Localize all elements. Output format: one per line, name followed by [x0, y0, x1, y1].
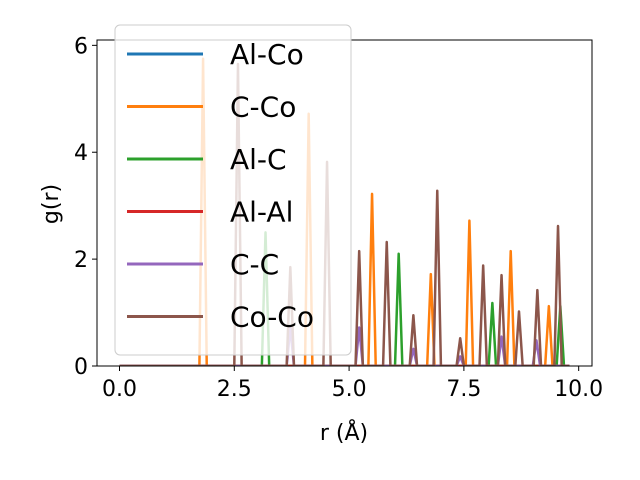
legend-label: Al-Co [230, 38, 304, 71]
legend-label: C-Co [230, 91, 296, 124]
legend: Al-Co C-Co Al-C Al-Al C-C Co-Co [114, 24, 352, 356]
y-tick-label: 2 [74, 248, 88, 273]
y-tick-label: 6 [74, 34, 88, 59]
y-tick-label: 0 [74, 355, 88, 380]
x-tick-label: 10.0 [554, 377, 603, 402]
x-axis-label: r (Å) [320, 419, 368, 446]
legend-label: Co-Co [230, 301, 314, 334]
y-tick-label: 4 [74, 141, 88, 166]
legend-label: Al-Al [230, 196, 293, 229]
x-tick-label: 0.0 [102, 377, 137, 402]
legend-label: Al-C [230, 143, 287, 176]
x-tick-label: 7.5 [446, 377, 481, 402]
series-line-co-co [119, 62, 570, 366]
x-tick-label: 2.5 [217, 377, 252, 402]
axes-layer: 0.0 2.5 5.0 7.5 10.0 0 2 4 6 [74, 34, 603, 402]
y-axis-label: g(r) [39, 184, 64, 224]
legend-label: C-C [230, 248, 279, 281]
series-line-c-co [119, 57, 570, 366]
x-tick-label: 5.0 [332, 377, 367, 402]
